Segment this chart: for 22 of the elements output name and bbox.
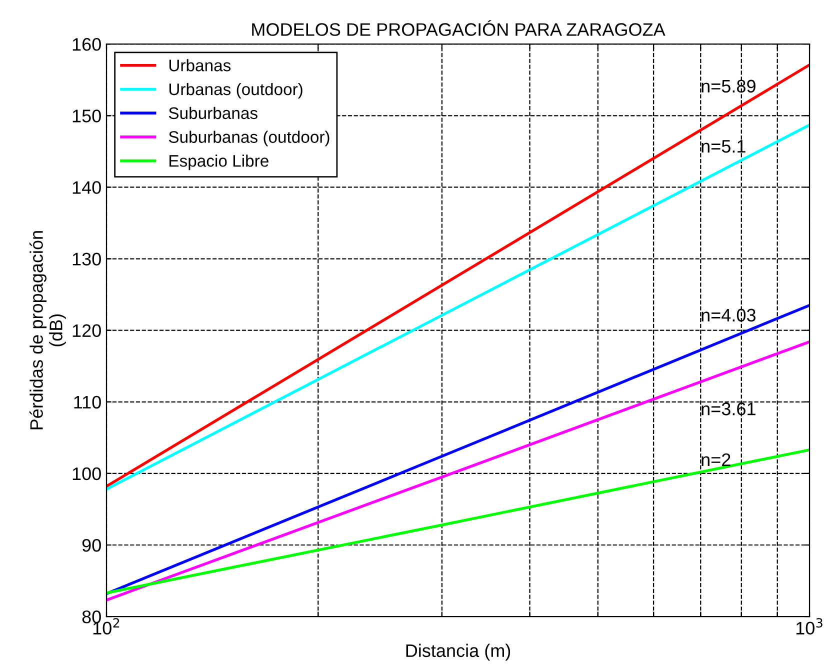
- y-tick-label: 160: [72, 38, 101, 51]
- annotation: n=5.89: [702, 80, 756, 93]
- y-axis-title: Pérdidas de propagación (dB): [29, 231, 66, 430]
- y-tick-label: 90: [82, 538, 101, 552]
- legend-label: Suburbanas: [168, 106, 258, 120]
- legend-label: Suburbanas (outdoor): [168, 130, 330, 146]
- legend-label: Espacio Libre: [170, 154, 268, 170]
- legend-label: Urbanas: [169, 59, 231, 72]
- y-tick-label: 110: [74, 396, 101, 409]
- y-tick-label: 120: [72, 324, 101, 338]
- annotation: n=3.61: [702, 402, 756, 416]
- y-tick-label: 140: [72, 181, 101, 194]
- x-axis-title: Distancia (m): [406, 644, 510, 661]
- legend-label: Urbanas (outdoor): [169, 82, 302, 98]
- annotation: n=5.1: [702, 140, 746, 153]
- x-tick-label: 10$^{3}$: [796, 618, 822, 635]
- y-tick-label: 130: [72, 252, 101, 266]
- y-tick-label: 150: [72, 110, 101, 122]
- chart-title: MODELOS DE PROPAGACIÓN PARA ZARAGOZA: [252, 20, 666, 36]
- y-tick-label: 100: [72, 467, 101, 480]
- annotation: n=4.03: [702, 308, 756, 322]
- annotation: n=2: [702, 453, 730, 466]
